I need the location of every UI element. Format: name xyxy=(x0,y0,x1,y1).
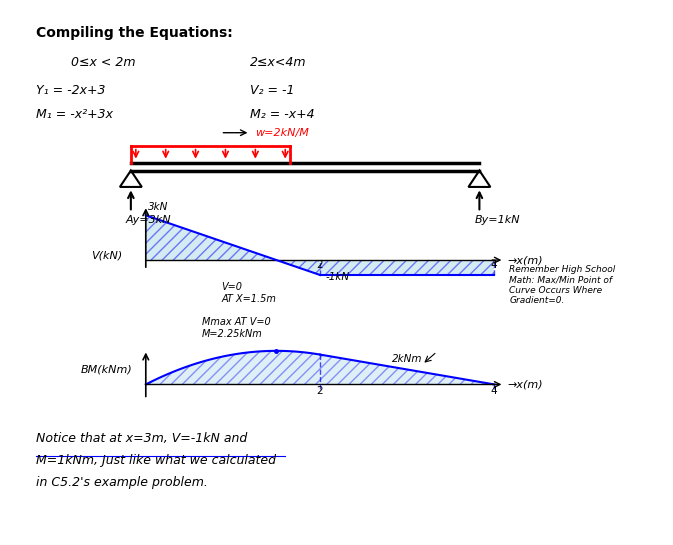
Text: Remember High School
Math: Max/Min Point of
Curve Occurs Where
Gradient=0.: Remember High School Math: Max/Min Point… xyxy=(509,265,616,305)
Text: 2: 2 xyxy=(316,386,323,396)
Text: 4: 4 xyxy=(491,260,497,270)
Text: Mmax AT V=0
M=2.25kNm: Mmax AT V=0 M=2.25kNm xyxy=(202,317,271,339)
Text: 4: 4 xyxy=(491,386,497,396)
Text: 2: 2 xyxy=(316,260,323,270)
Text: BM(kNm): BM(kNm) xyxy=(81,365,133,374)
Text: Notice that at x=3m, V=-1kN and: Notice that at x=3m, V=-1kN and xyxy=(36,432,248,445)
Text: M₁ = -x²+3x: M₁ = -x²+3x xyxy=(36,108,113,121)
Text: 0≤x < 2m: 0≤x < 2m xyxy=(71,56,135,69)
Text: →x(m): →x(m) xyxy=(507,379,543,390)
Polygon shape xyxy=(277,260,320,275)
Text: w=2kN/M: w=2kN/M xyxy=(255,128,309,138)
Text: M₂ = -x+4: M₂ = -x+4 xyxy=(250,108,315,121)
Text: M=1kNm, Just like what we calculated: M=1kNm, Just like what we calculated xyxy=(36,454,276,467)
Text: →x(m): →x(m) xyxy=(507,255,543,265)
Polygon shape xyxy=(146,215,277,260)
Text: By=1kN: By=1kN xyxy=(474,215,520,225)
Text: 2kNm: 2kNm xyxy=(392,354,423,364)
Text: V₂ = -1: V₂ = -1 xyxy=(250,84,295,97)
Polygon shape xyxy=(146,351,495,384)
Text: Y₁ = -2x+3: Y₁ = -2x+3 xyxy=(36,84,106,97)
Text: V(kN): V(kN) xyxy=(91,250,122,260)
Text: V=0
AT X=1.5m: V=0 AT X=1.5m xyxy=(221,282,277,304)
Text: -1kN: -1kN xyxy=(325,272,349,282)
Polygon shape xyxy=(320,260,495,275)
Text: 3kN: 3kN xyxy=(148,202,168,213)
Text: Compiling the Equations:: Compiling the Equations: xyxy=(36,26,233,40)
Text: in C5.2's example problem.: in C5.2's example problem. xyxy=(36,476,208,489)
Text: Ay=3kN: Ay=3kN xyxy=(126,215,172,225)
Text: 2≤x<4m: 2≤x<4m xyxy=(250,56,307,69)
